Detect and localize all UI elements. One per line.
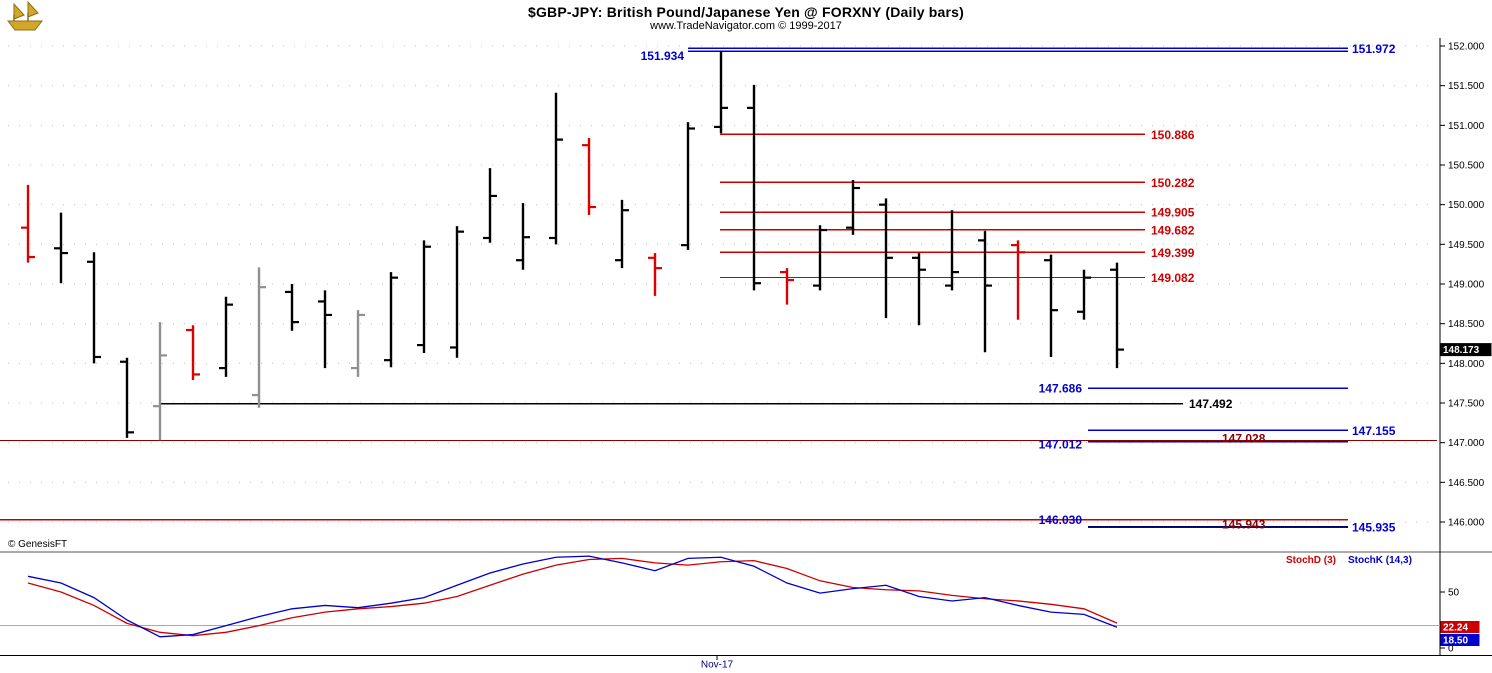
stoch-axis-label: 0 — [1448, 644, 1454, 655]
level-label-150.886: 150.886 — [1151, 128, 1195, 142]
price-axis-label: 148.500 — [1448, 319, 1485, 330]
chart-subtitle: www.TradeNavigator.com © 1999-2017 — [650, 20, 842, 32]
level-label-147.686: 147.686 — [1039, 382, 1083, 396]
level-label-145.935: 145.935 — [1352, 521, 1396, 535]
genesis-logo — [5, 0, 45, 35]
logo-sail-icon — [27, 0, 39, 18]
level-label-151.934: 151.934 — [641, 49, 685, 63]
price-axis-label: 150.000 — [1448, 200, 1485, 211]
stoch-k-value: 18.50 — [1443, 636, 1468, 647]
price-axis-label: 148.000 — [1448, 359, 1485, 370]
price-axis-label: 146.500 — [1448, 478, 1485, 489]
stoch-line-StochD (3) — [27, 557, 1118, 637]
level-label-147.028: 147.028 — [1222, 431, 1266, 445]
stoch-line-StochK (14,3) — [27, 555, 1118, 638]
stoch-axis-label: 50 — [1448, 588, 1460, 599]
current-price-value: 148.173 — [1443, 345, 1480, 356]
stoch-d-badge — [1440, 621, 1480, 633]
price-axis-label: 152.000 — [1448, 42, 1485, 53]
price-axis-label: 149.500 — [1448, 240, 1485, 251]
price-axis-label: 147.000 — [1448, 438, 1485, 449]
level-label-149.082: 149.082 — [1151, 271, 1195, 285]
stoch-d-value: 22.24 — [1443, 623, 1468, 634]
level-label-146.030: 146.030 — [1039, 513, 1083, 527]
current-price-badge — [1440, 343, 1492, 357]
level-label-149.682: 149.682 — [1151, 223, 1195, 237]
level-label-150.282: 150.282 — [1151, 176, 1195, 190]
date-axis-label: Nov-17 — [701, 660, 734, 671]
level-label-147.012: 147.012 — [1039, 438, 1083, 452]
level-label-149.399: 149.399 — [1151, 246, 1195, 260]
level-label-151.972: 151.972 — [1352, 42, 1396, 56]
price-axis-label: 150.500 — [1448, 160, 1485, 171]
logo-sail-icon — [13, 2, 25, 20]
level-label-147.492: 147.492 — [1189, 397, 1233, 411]
price-axis-label: 151.500 — [1448, 81, 1485, 92]
price-axis-label: 147.500 — [1448, 398, 1485, 409]
price-axis-label: 151.000 — [1448, 121, 1485, 132]
logo-hull-icon — [6, 20, 44, 31]
stoch-legend-d: StochD (3) — [1286, 555, 1336, 566]
stoch-k-badge — [1440, 634, 1480, 646]
price-axis-label: 146.000 — [1448, 517, 1485, 528]
level-label-145.943: 145.943 — [1222, 518, 1266, 532]
level-label-147.155: 147.155 — [1352, 424, 1396, 438]
genesis-logo-graphic — [6, 0, 44, 31]
level-label-149.905: 149.905 — [1151, 206, 1195, 220]
genesis-watermark: © GenesisFT — [8, 539, 68, 550]
chart-header: $GBP-JPY: British Pound/Japanese Yen @ F… — [0, 0, 1492, 38]
stoch-legend-k: StochK (14,3) — [1348, 555, 1412, 566]
price-axis-label: 149.000 — [1448, 279, 1485, 290]
chart-title: $GBP-JPY: British Pound/Japanese Yen @ F… — [527, 4, 965, 20]
